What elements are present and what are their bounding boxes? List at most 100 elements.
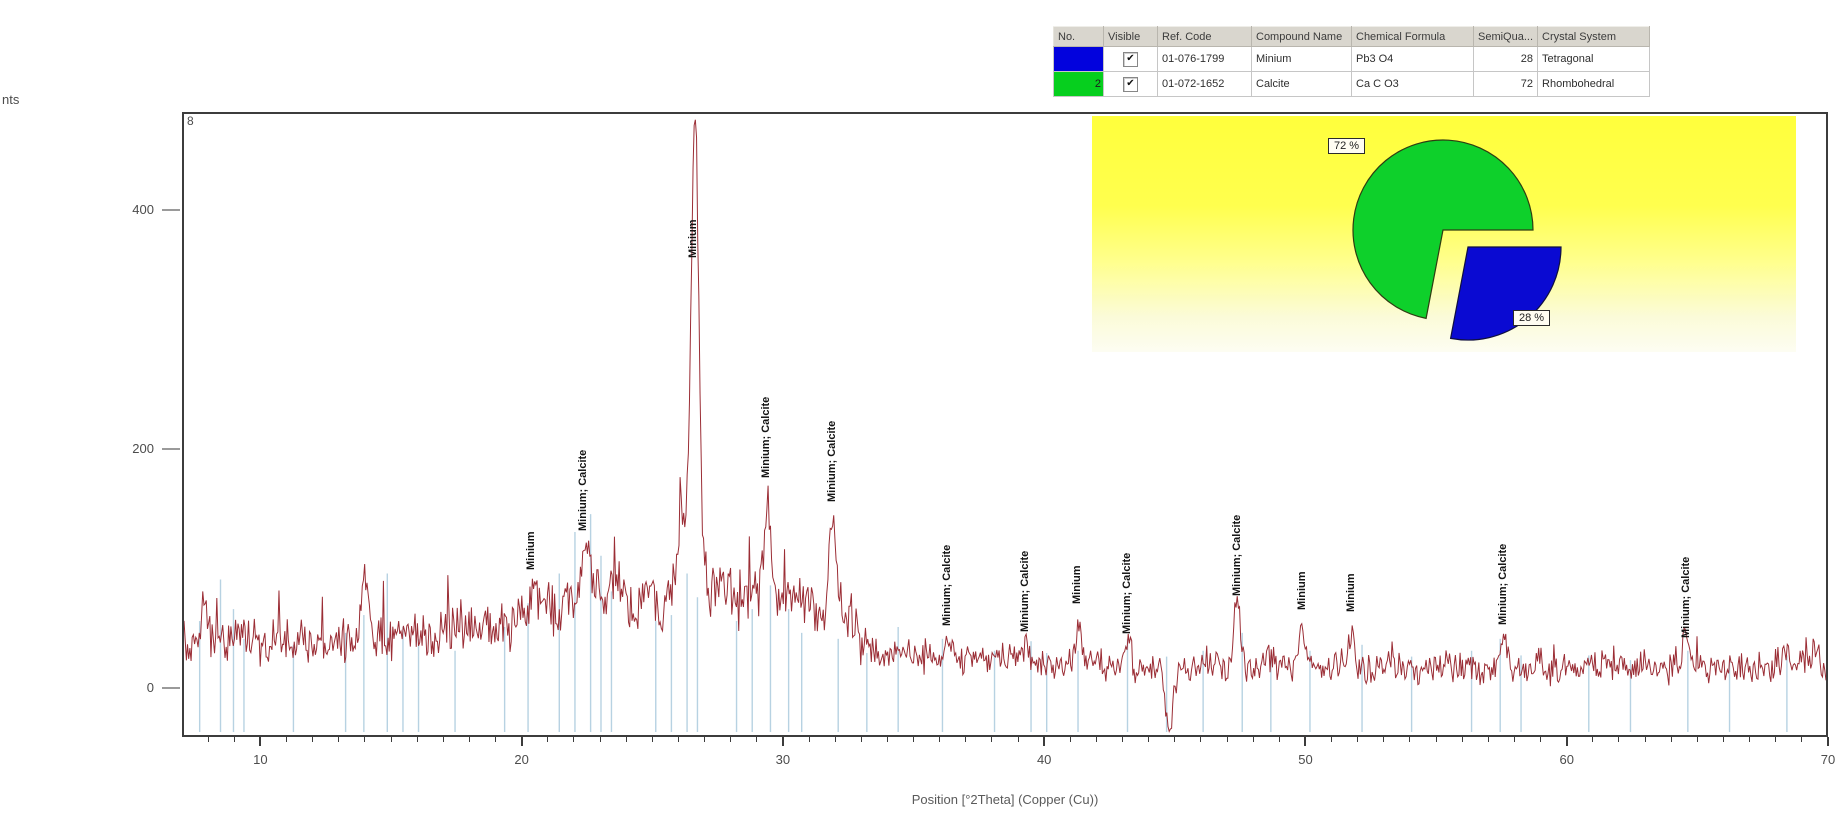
x-minor-tick <box>1749 737 1751 742</box>
x-minor-tick <box>442 737 444 742</box>
x-minor-tick <box>1461 737 1463 742</box>
semiquant-pie-panel: 72 % 28 % <box>1092 116 1796 352</box>
compound-name-cell: Calcite <box>1251 71 1352 97</box>
x-minor-tick <box>1331 737 1333 742</box>
pie-chart <box>1352 139 1562 341</box>
x-minor-tick <box>860 737 862 742</box>
x-minor-tick <box>991 737 993 742</box>
x-minor-tick <box>1148 737 1150 742</box>
col-header-crystal-system[interactable]: Crystal System <box>1537 26 1651 47</box>
peak-annotation: Minium; Calcite <box>1018 550 1031 632</box>
x-minor-tick <box>1670 737 1672 742</box>
x-minor-tick <box>730 737 732 742</box>
peak-annotation: Minium; Calcite <box>940 544 953 626</box>
pie-label-calcite-72: 72 % <box>1328 138 1366 154</box>
chemical-formula-cell: Ca C O3 <box>1351 71 1474 97</box>
y-tick <box>162 447 180 450</box>
counts-axis-label: nts <box>2 92 20 107</box>
col-header-compound-name[interactable]: Compound Name <box>1251 26 1352 47</box>
x-minor-tick <box>1540 737 1542 742</box>
x-minor-tick <box>416 737 418 742</box>
phase-row-calcite[interactable]: 2 ✔ 01-072-1652 Calcite Ca C O3 72 Rhomb… <box>1053 71 1651 97</box>
peak-annotation: Minium <box>1345 573 1358 612</box>
compound-name-cell: Minium <box>1251 46 1352 72</box>
crystal-system-cell: Tetragonal <box>1537 46 1651 72</box>
x-minor-tick <box>1226 737 1228 742</box>
x-minor-tick <box>1174 737 1176 742</box>
x-tick-label: 30 <box>775 752 791 767</box>
x-minor-tick <box>965 737 967 742</box>
y-tick-label: 400 <box>132 201 154 217</box>
pie-slice-calcite <box>1352 139 1534 320</box>
x-minor-tick <box>1357 737 1359 742</box>
col-header-visible[interactable]: Visible <box>1103 26 1158 47</box>
ref-code-cell: 01-072-1652 <box>1157 71 1252 97</box>
x-minor-tick <box>1592 737 1594 742</box>
phase-color-swatch: 2 <box>1053 71 1104 97</box>
pie-label-minium-28: 28 % <box>1513 310 1551 326</box>
x-minor-tick <box>312 737 314 742</box>
y-tick-label: 0 <box>146 680 154 695</box>
x-major-tick <box>781 737 784 746</box>
x-minor-tick <box>1200 737 1202 742</box>
x-minor-tick <box>913 737 915 742</box>
x-minor-tick <box>1644 737 1646 742</box>
x-tick-label: 40 <box>1036 752 1052 767</box>
x-minor-tick <box>939 737 941 742</box>
col-header-ref-code[interactable]: Ref. Code <box>1157 26 1252 47</box>
x-major-tick <box>1043 737 1046 746</box>
x-minor-tick <box>1095 737 1097 742</box>
x-minor-tick <box>1618 737 1620 742</box>
peak-annotation: Minium; Calcite <box>825 420 838 502</box>
peak-annotation: Minium; Calcite <box>760 396 773 478</box>
x-tick-label: 20 <box>514 752 529 767</box>
x-minor-tick <box>1069 737 1071 742</box>
x-minor-tick <box>1722 737 1724 742</box>
col-header-semiquant[interactable]: SemiQua... <box>1472 26 1539 47</box>
x-minor-tick <box>495 737 497 742</box>
x-tick-label: 70 <box>1820 752 1836 767</box>
x-minor-tick <box>886 737 888 742</box>
x-minor-tick <box>1122 737 1124 742</box>
peak-annotation: Minium; Calcite <box>1120 552 1133 635</box>
x-minor-tick <box>704 737 706 742</box>
x-axis-title: Position [°2Theta] (Copper (Cu)) <box>911 792 1099 807</box>
x-minor-tick <box>1017 737 1019 742</box>
x-minor-tick <box>1435 737 1437 742</box>
phase-list-table: No. Visible Ref. Code Compound Name Chem… <box>1053 26 1651 97</box>
x-minor-tick <box>651 737 653 742</box>
x-major-tick <box>259 737 262 746</box>
x-minor-tick <box>1252 737 1254 742</box>
x-tick-label: 10 <box>253 752 268 767</box>
peak-annotation: Minium; Calcite <box>1497 543 1510 625</box>
x-minor-tick <box>207 737 209 742</box>
phase-row-minium[interactable]: ✔ 01-076-1799 Minium Pb3 O4 28 Tetragona… <box>1053 46 1651 72</box>
visible-checkbox[interactable]: ✔ <box>1123 76 1138 92</box>
xrd-trace <box>184 119 1826 733</box>
x-minor-tick <box>1383 737 1385 742</box>
visible-checkbox[interactable]: ✔ <box>1123 51 1138 67</box>
col-header-chemical-formula[interactable]: Chemical Formula <box>1351 26 1474 47</box>
plot-corner-value: 8 <box>187 114 194 128</box>
peak-annotation: Minium <box>1071 565 1084 605</box>
x-minor-tick <box>286 737 287 742</box>
ref-code-cell: 01-076-1799 <box>1157 46 1252 72</box>
x-tick-label: 60 <box>1559 752 1574 767</box>
peak-annotation: Minium; Calcite <box>1679 556 1692 638</box>
semiquant-cell: 28 <box>1472 46 1539 72</box>
y-tick-label: 200 <box>132 440 154 456</box>
semiquant-cell: 72 <box>1472 71 1539 97</box>
x-major-tick <box>1827 737 1829 746</box>
col-header-no[interactable]: No. <box>1053 26 1104 47</box>
x-tick-label: 50 <box>1298 752 1313 767</box>
pie-slice-minium <box>1449 246 1562 341</box>
x-minor-tick <box>756 737 758 742</box>
x-minor-tick <box>233 737 235 742</box>
x-minor-tick <box>1278 737 1280 742</box>
x-minor-tick <box>677 737 679 742</box>
x-minor-tick <box>364 737 366 742</box>
y-tick <box>162 687 180 689</box>
x-minor-tick <box>1513 737 1515 742</box>
phase-color-swatch <box>1053 46 1104 72</box>
